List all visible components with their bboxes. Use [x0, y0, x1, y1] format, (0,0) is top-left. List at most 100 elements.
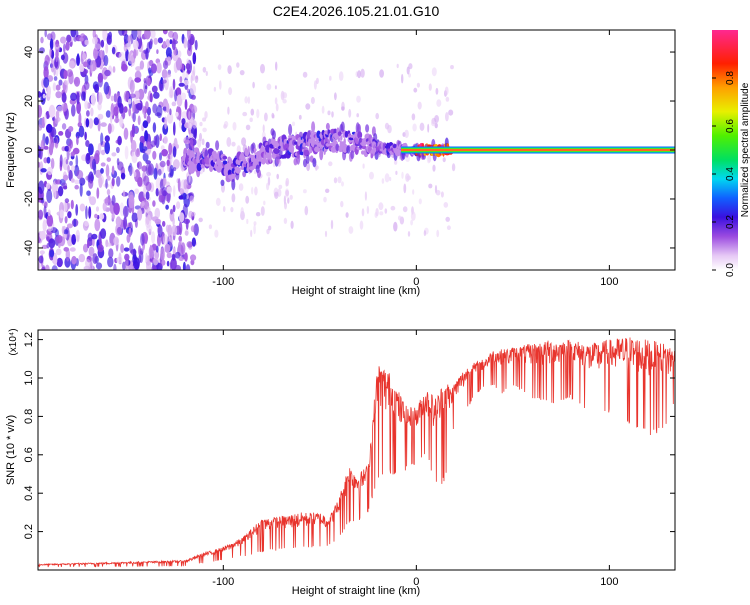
noise-blob	[138, 245, 142, 256]
sparse-noise-blob	[356, 95, 361, 103]
noise-blob	[97, 92, 103, 105]
noise-blob	[69, 160, 73, 166]
sparse-noise-blob	[275, 61, 278, 71]
noise-blob	[61, 103, 68, 112]
sparse-noise-blob	[282, 92, 288, 99]
ridge-blob	[228, 157, 233, 165]
noise-blob	[183, 37, 188, 49]
noise-blob	[68, 60, 75, 69]
sparse-noise-blob	[202, 127, 207, 133]
ridge-blob	[337, 137, 341, 143]
noise-blob	[69, 247, 76, 252]
noise-blob	[52, 116, 55, 121]
noise-blob	[84, 39, 90, 46]
sparse-noise-blob	[337, 176, 342, 184]
sparse-noise-blob	[303, 189, 307, 194]
sparse-noise-blob	[208, 224, 212, 229]
noise-blob	[184, 252, 188, 262]
noise-blob	[124, 253, 130, 261]
noise-blob	[189, 83, 197, 96]
noise-blob	[70, 165, 75, 172]
sparse-noise-blob	[197, 138, 202, 148]
noise-blob	[166, 260, 170, 267]
noise-blob	[162, 177, 166, 187]
y-tick-label: -20	[23, 191, 35, 207]
sparse-noise-blob	[245, 195, 250, 204]
sparse-noise-blob	[379, 69, 384, 78]
sparse-noise-blob	[412, 189, 415, 195]
noise-blob	[50, 58, 55, 73]
sparse-noise-blob	[245, 124, 251, 131]
sparse-noise-blob	[285, 180, 288, 187]
noise-blob	[184, 99, 188, 110]
noise-blob	[123, 216, 128, 230]
noise-blob	[55, 91, 62, 99]
noise-blob	[48, 104, 56, 118]
noise-blob	[83, 61, 88, 68]
noise-blob	[55, 49, 59, 59]
noise-blob	[123, 44, 128, 52]
ridge-halo	[275, 153, 280, 165]
sparse-noise-blob	[341, 106, 345, 111]
noise-blob	[106, 175, 111, 181]
noise-blob	[102, 30, 108, 41]
noise-blob	[137, 88, 145, 101]
noise-blob	[169, 86, 174, 96]
sparse-noise-blob	[214, 229, 219, 238]
colorbar-gradient	[712, 30, 738, 270]
ridge-halo	[325, 122, 330, 131]
noise-blob	[139, 60, 145, 70]
sparse-noise-blob	[323, 196, 327, 203]
noise-blob	[162, 30, 168, 35]
noise-blob	[178, 235, 182, 242]
sparse-noise-blob	[192, 65, 196, 76]
sparse-noise-blob	[329, 75, 332, 81]
noise-blob	[51, 265, 58, 270]
spectrogram-ylabel: Frequency (Hz)	[5, 112, 17, 188]
noise-blob	[171, 101, 177, 107]
noise-blob	[79, 177, 86, 186]
noise-blob	[186, 47, 193, 57]
noise-blob	[182, 70, 186, 80]
noise-blob	[46, 189, 53, 204]
noise-blob	[47, 85, 51, 98]
noise-blob	[42, 265, 46, 270]
noise-blob	[169, 234, 173, 248]
sparse-noise-blob	[266, 182, 270, 191]
noise-blob	[153, 167, 158, 180]
sparse-noise-blob	[389, 176, 392, 182]
sparse-noise-blob	[406, 175, 412, 181]
ridge-blob	[302, 142, 306, 148]
noise-blob	[155, 177, 162, 191]
sparse-noise-blob	[374, 212, 378, 218]
noise-blob	[145, 101, 149, 110]
sparse-noise-blob	[443, 202, 449, 208]
noise-blob	[131, 30, 138, 40]
noise-blob	[76, 135, 79, 146]
noise-blob	[97, 244, 104, 253]
noise-blob	[137, 176, 143, 187]
noise-blob	[134, 77, 142, 83]
noise-blob	[118, 252, 122, 263]
noise-blob	[131, 212, 138, 223]
sparse-noise-blob	[393, 221, 398, 232]
sparse-noise-blob	[431, 67, 437, 77]
sparse-noise-blob	[446, 225, 451, 230]
noise-blob	[97, 113, 104, 120]
ridge-halo	[374, 151, 379, 160]
x-tick-label: 0	[413, 276, 419, 288]
snr-x-tick-label: -100	[212, 576, 234, 588]
noise-blob	[172, 247, 176, 255]
noise-blob	[190, 36, 194, 46]
noise-blob	[111, 46, 116, 55]
sparse-noise-blob	[198, 217, 203, 223]
ridge-halo	[205, 141, 210, 149]
noise-blob	[58, 79, 63, 86]
noise-blob	[38, 209, 44, 220]
noise-blob	[59, 154, 63, 168]
noise-blob	[137, 115, 141, 126]
ridge-blob	[269, 154, 272, 163]
snr-x-tick-label: 0	[413, 576, 419, 588]
noise-blob	[137, 208, 143, 221]
sparse-noise-blob	[445, 216, 451, 222]
